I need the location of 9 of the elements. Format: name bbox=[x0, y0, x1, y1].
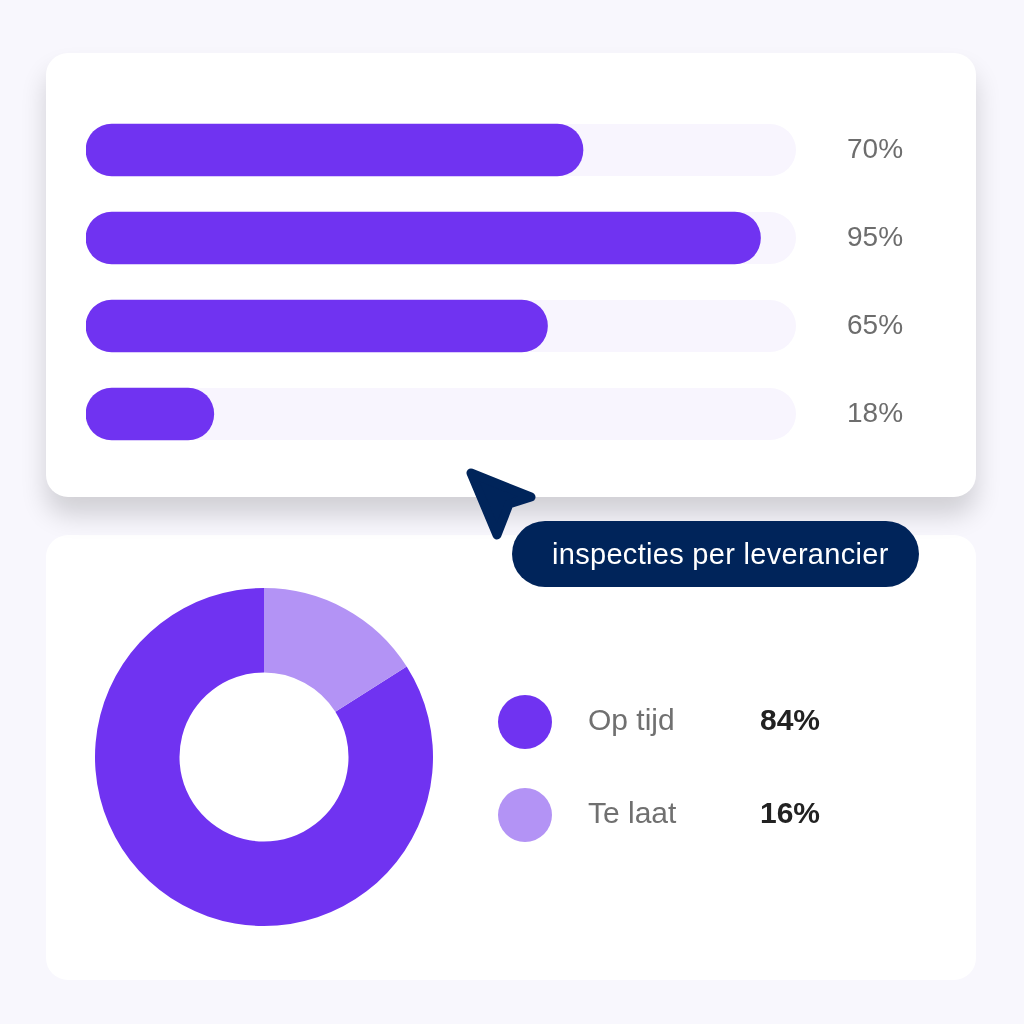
data-label: 65% bbox=[847, 308, 904, 340]
data-label: 16% bbox=[760, 796, 821, 830]
data-label: 84% bbox=[760, 703, 821, 737]
text: inspecties per leverancier bbox=[512, 521, 919, 587]
legend-label: Te laat bbox=[588, 796, 678, 830]
data-label: 18% bbox=[847, 396, 904, 428]
data-label: 70% bbox=[847, 132, 904, 164]
legend-label: Op tijd bbox=[588, 703, 675, 737]
data-label: 95% bbox=[847, 220, 904, 252]
